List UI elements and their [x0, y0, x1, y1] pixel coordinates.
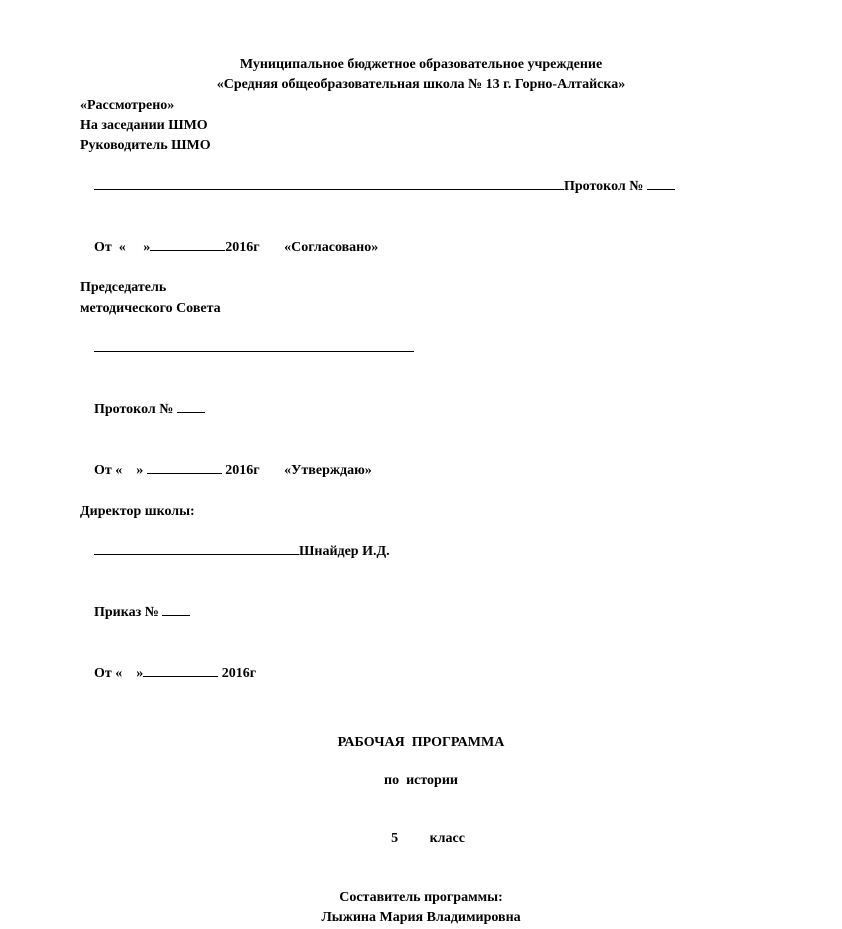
- signature-line-2: [94, 339, 414, 352]
- month-blank: [150, 238, 225, 251]
- protocol-number-blank-2: [177, 400, 205, 413]
- title-main: РАБОЧАЯ ПРОГРАММА: [80, 733, 762, 753]
- grade-word: класс: [430, 831, 465, 846]
- director-signature-row: Шнайдер И.Д.: [80, 522, 762, 583]
- from-agreed-row: От « » 2016г «Согласовано»: [80, 217, 762, 278]
- signature-line: [94, 177, 564, 190]
- head-label: Руководитель ШМО: [80, 136, 762, 156]
- director-signature-line: [94, 542, 299, 555]
- reviewed-label: «Рассмотрено»: [80, 96, 762, 116]
- document-page: Муниципальное бюджетное образовательное …: [0, 0, 842, 929]
- approved-label: «Утверждаю»: [284, 463, 372, 478]
- month-blank-3: [143, 664, 218, 677]
- from-prefix-3: От « »: [94, 666, 143, 681]
- order-number-blank: [162, 603, 190, 616]
- chair-line2: методического Совета: [80, 299, 762, 319]
- month-blank-2: [147, 461, 222, 474]
- year: 2016г: [225, 240, 259, 255]
- chair-line1: Председатель: [80, 278, 762, 298]
- director-name: Шнайдер И.Д.: [299, 544, 390, 559]
- institution-line2: «Средняя общеобразовательная школа № 13 …: [80, 75, 762, 95]
- agreed-label: «Согласовано»: [284, 240, 378, 255]
- institution-line1: Муниципальное бюджетное образовательное …: [80, 55, 762, 75]
- director-label: Директор школы:: [80, 502, 762, 522]
- protocol-label: Протокол №: [564, 179, 643, 194]
- from-row-3: От « » 2016г: [80, 644, 762, 705]
- from-approved-row: От « » 2016г «Утверждаю»: [80, 441, 762, 502]
- title-subject: по истории: [80, 771, 762, 791]
- meeting-label: На заседании ШМО: [80, 116, 762, 136]
- compiler-name: Лыжина Мария Владимировна: [80, 908, 762, 928]
- protocol-label-2: Протокол №: [94, 402, 173, 417]
- grade-number: 5: [391, 831, 398, 846]
- signature-row-2: [80, 319, 762, 380]
- from-prefix: От « »: [94, 240, 150, 255]
- protocol-number-blank: [647, 177, 675, 190]
- year-2: 2016г: [225, 463, 259, 478]
- order-row: Приказ №: [80, 583, 762, 644]
- signature-protocol-row-1: Протокол №: [80, 156, 762, 217]
- order-label: Приказ №: [94, 605, 159, 620]
- title-grade: 5 класс: [80, 809, 762, 870]
- year-3: 2016г: [222, 666, 256, 681]
- compiler-label: Составитель программы:: [80, 888, 762, 908]
- from-prefix-2: От « »: [94, 463, 143, 478]
- protocol-row-2: Протокол №: [80, 380, 762, 441]
